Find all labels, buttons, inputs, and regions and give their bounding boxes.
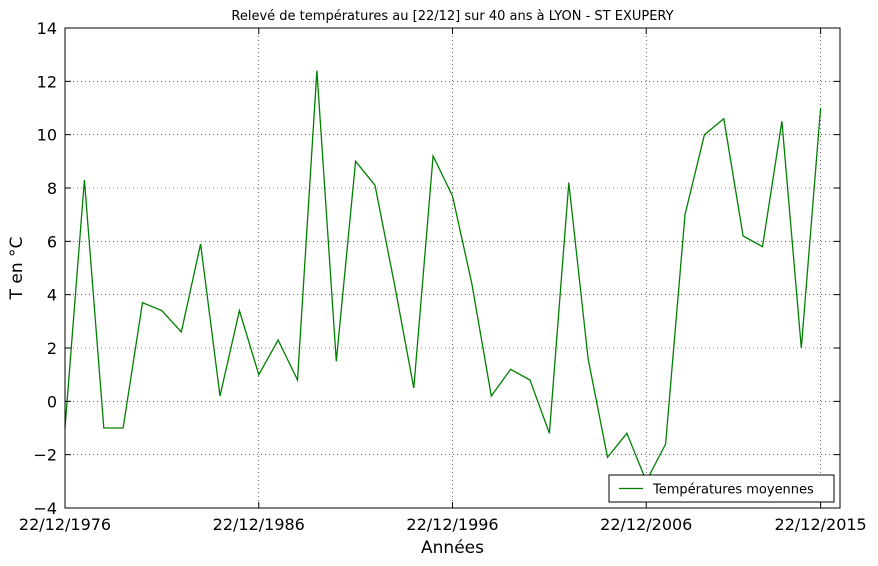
x-tick-label: 22/12/1996	[406, 515, 498, 534]
x-axis-label: Années	[421, 538, 484, 558]
x-tick-labels: 22/12/1976 22/12/1986 22/12/1996 22/12/2006…	[19, 515, 867, 534]
legend-label: Températures moyennes	[652, 483, 814, 498]
y-tick-label: 8	[47, 179, 57, 198]
y-tick-label: 0	[47, 392, 57, 411]
y-tick-label: −4	[33, 499, 57, 518]
axis-ticks	[64, 27, 840, 509]
chart-title: Relevé de températures au [22/12] sur 40…	[231, 9, 673, 24]
y-tick-label: 4	[47, 286, 57, 305]
y-axis-label: T en °C	[7, 237, 27, 301]
series-line	[64, 70, 822, 483]
y-tick-labels: −4 −2 0 2 4 6 8 10 12 14	[33, 19, 57, 518]
x-tick-label: 22/12/2015	[775, 515, 867, 534]
y-tick-label: 12	[37, 72, 57, 91]
y-tick-label: −2	[33, 446, 57, 465]
series-layer	[64, 70, 822, 483]
y-tick-label: 14	[37, 19, 57, 38]
gridlines	[65, 28, 840, 508]
x-tick-label: 22/12/1986	[213, 515, 305, 534]
legend: Températures moyennes	[608, 474, 835, 503]
y-tick-label: 2	[47, 339, 57, 358]
y-tick-label: 6	[47, 232, 57, 251]
legend-box	[608, 474, 835, 503]
x-tick-label: 22/12/1976	[19, 515, 111, 534]
y-tick-label: 10	[37, 126, 57, 145]
x-tick-label: 22/12/2006	[600, 515, 692, 534]
